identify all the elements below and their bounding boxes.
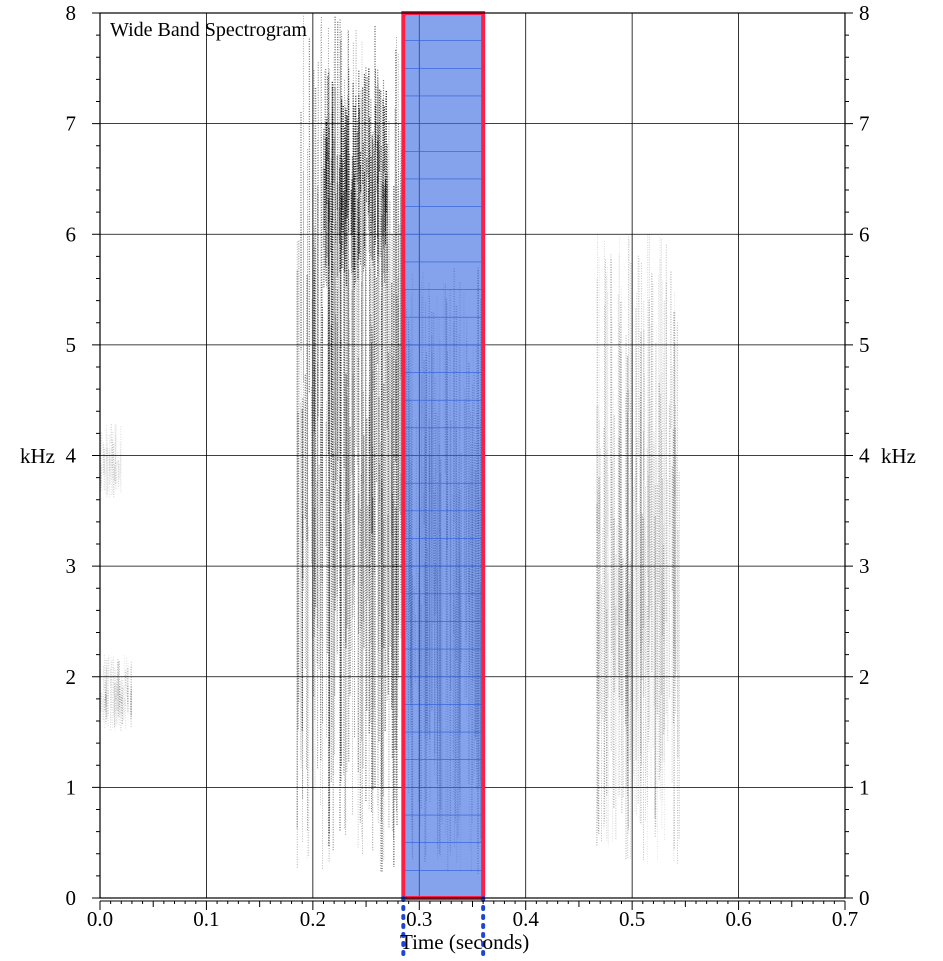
x-tick-label: 0.6 (725, 907, 751, 931)
x-tick-label: 0.5 (619, 907, 645, 931)
x-tick-label: 0.0 (87, 907, 113, 931)
energy-region (99, 654, 132, 732)
energy-layer (99, 15, 680, 874)
energy-region (100, 424, 122, 499)
selection-layer (401, 11, 486, 961)
y-tick-label-right: 5 (859, 333, 870, 357)
x-tick-label: 0.7 (832, 907, 858, 931)
x-axis-label: Time (seconds) (400, 930, 529, 954)
y-tick-label-left: 1 (66, 775, 77, 799)
y-tick-label-left: 0 (66, 886, 77, 910)
axes-layer: 0.0 0.1 0.2 0.3 0.4 0.5 0.6 0.70 01 12 23 34 45 56 67 7… (66, 1, 871, 931)
x-tick-label: 0.2 (300, 907, 326, 931)
y-tick-label-right: 4 (859, 444, 870, 468)
y-axis-label-right: kHz (881, 444, 916, 468)
y-tick-label-right: 1 (859, 775, 870, 799)
y-axis-label-left: kHz (20, 444, 55, 468)
y-tick-label-left: 6 (66, 222, 77, 246)
y-tick-label-left: 5 (66, 333, 77, 357)
y-tick-label-right: 0 (859, 886, 870, 910)
chart-title: Wide Band Spectrogram (110, 19, 307, 41)
y-tick-label-left: 2 (66, 665, 77, 689)
y-tick-label-right: 3 (859, 554, 870, 578)
y-tick-label-left: 4 (66, 444, 77, 468)
y-tick-label-right: 6 (859, 222, 870, 246)
y-tick-label-right: 7 (859, 112, 870, 136)
x-tick-label: 0.3 (406, 907, 432, 931)
x-tick-label: 0.4 (513, 907, 540, 931)
x-tick-label: 0.1 (193, 907, 219, 931)
y-tick-label-right: 8 (859, 1, 870, 25)
y-tick-label-left: 3 (66, 554, 77, 578)
energy-region (594, 234, 680, 865)
y-tick-label-left: 7 (66, 112, 77, 136)
y-tick-label-right: 2 (859, 665, 870, 689)
energy-region (323, 68, 388, 289)
y-tick-label-left: 8 (66, 1, 77, 25)
